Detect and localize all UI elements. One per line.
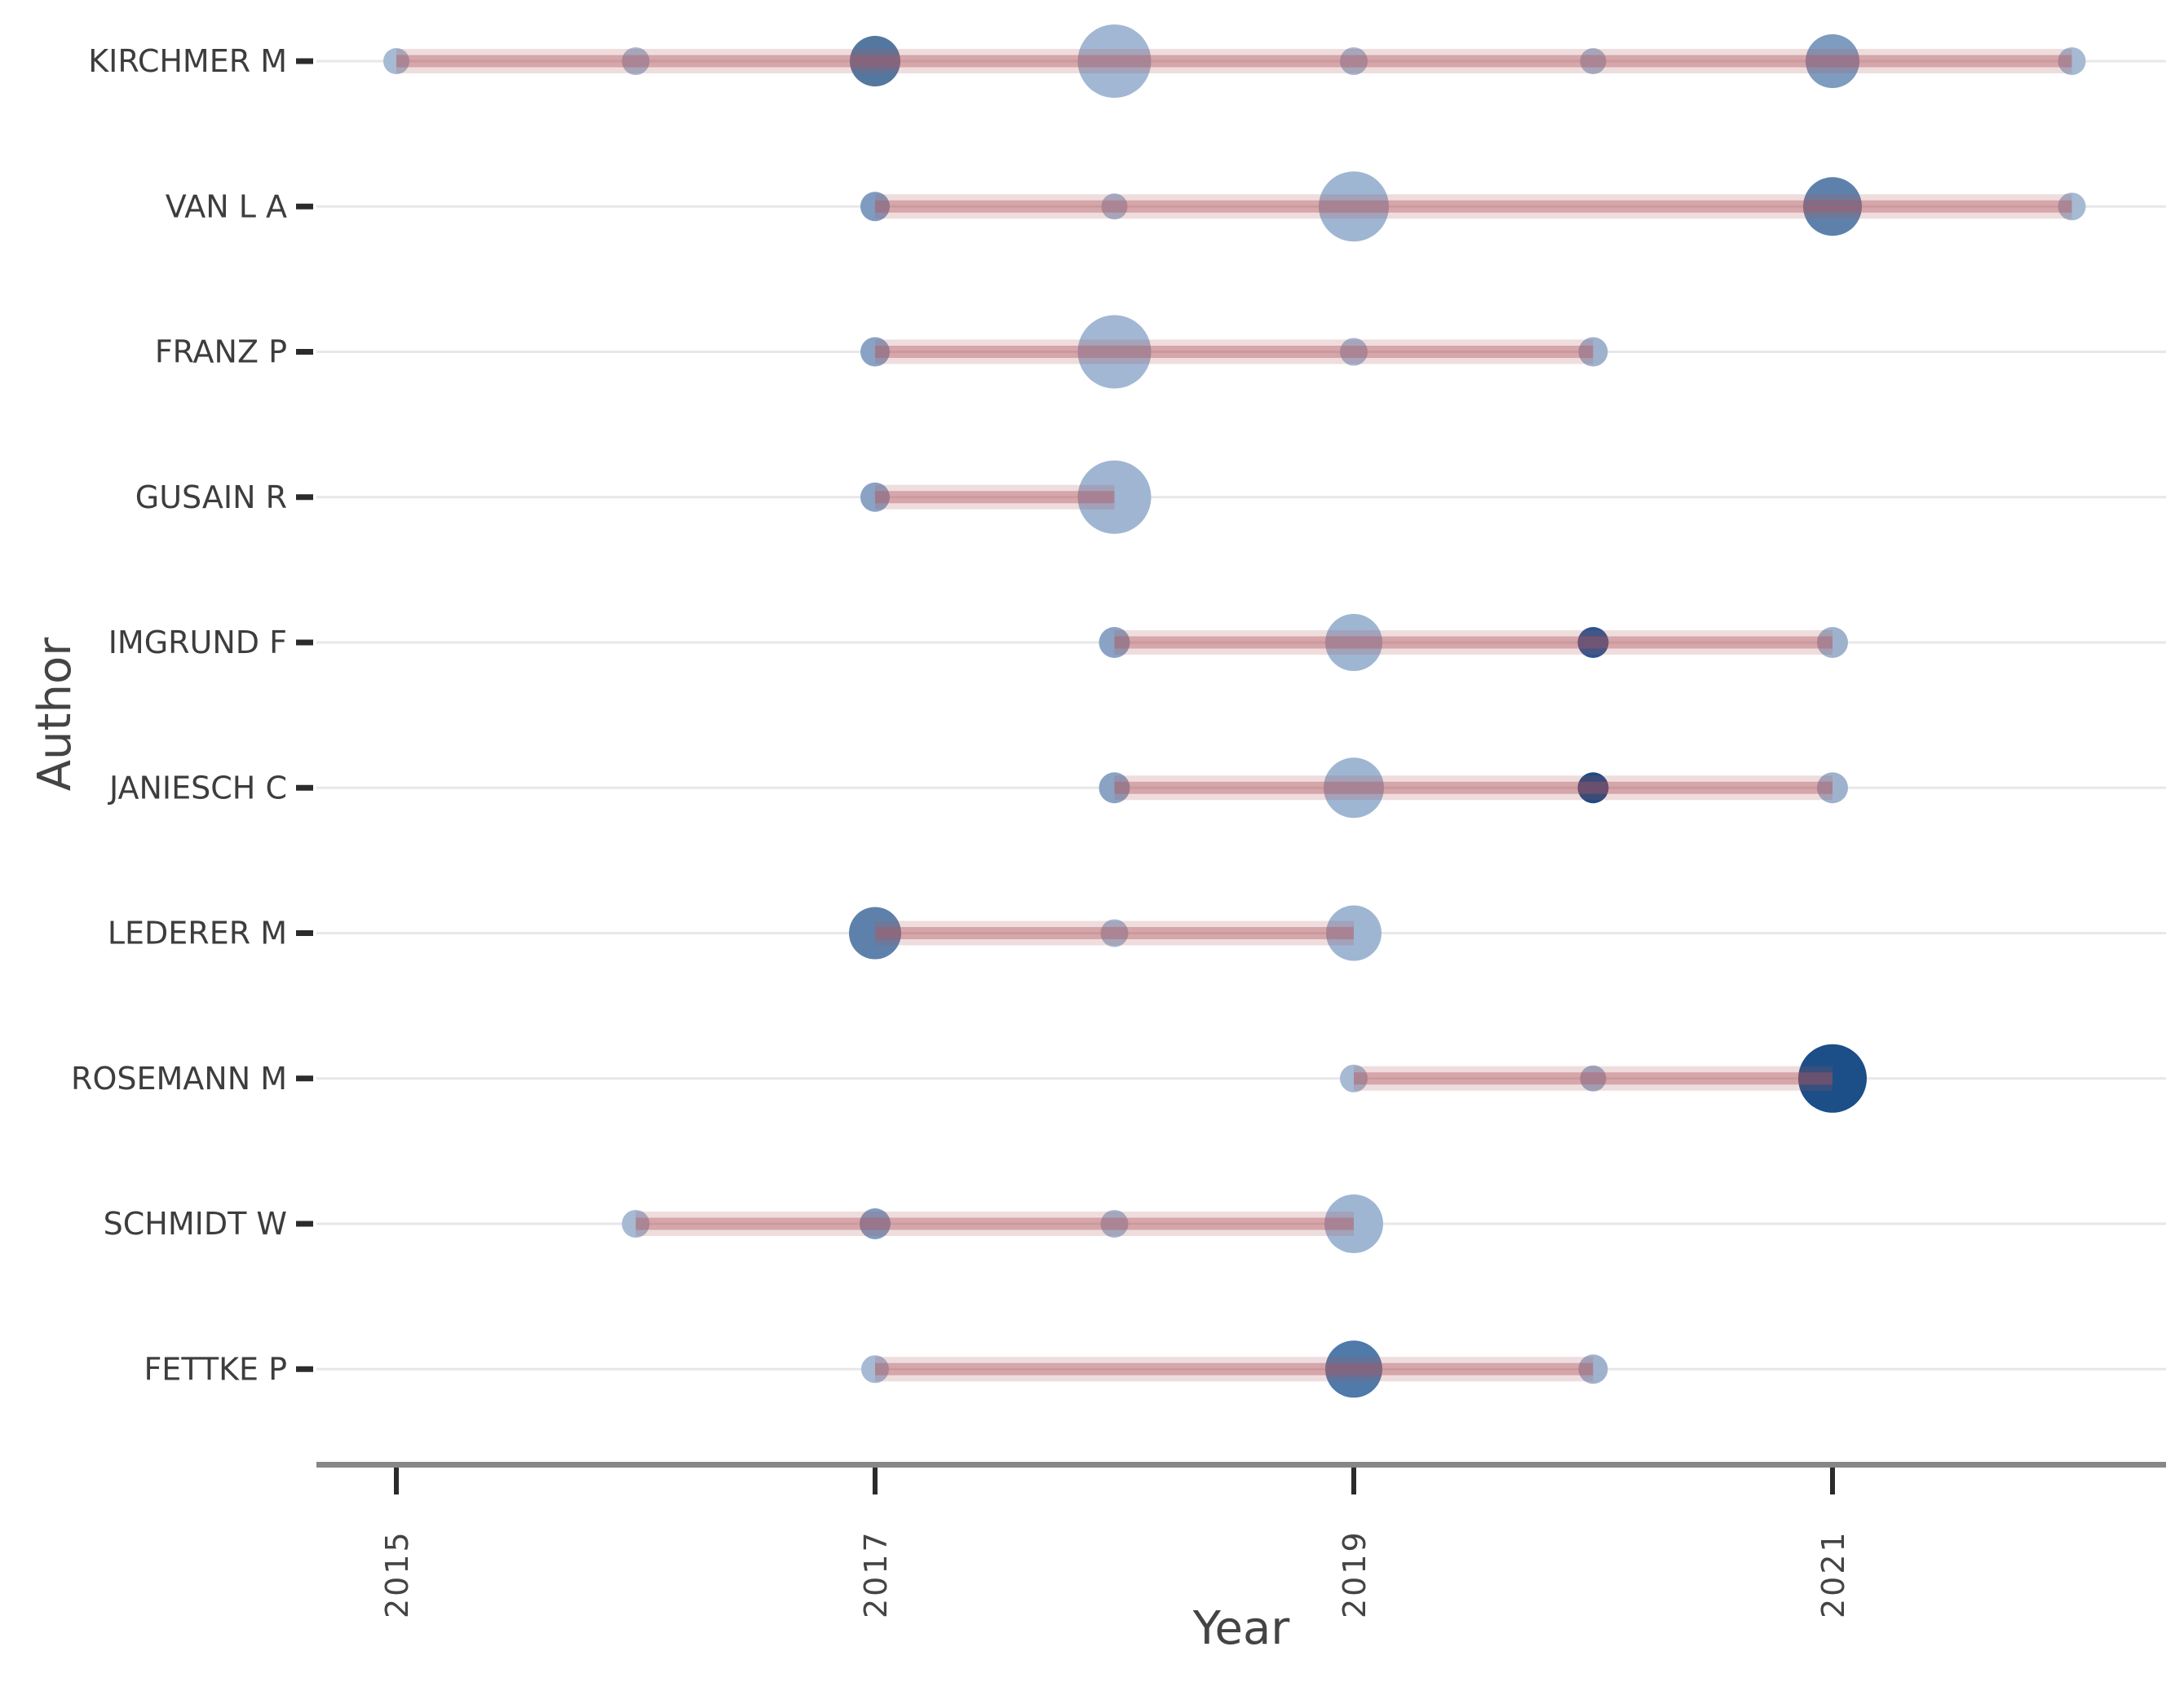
y-tick-mark xyxy=(296,1221,313,1227)
bubble-van-l-a-2018[interactable] xyxy=(1101,193,1128,220)
y-tick-mark xyxy=(296,349,313,355)
bubble-lederer-m-2019[interactable] xyxy=(1326,905,1382,961)
bubbles-layer xyxy=(383,24,2086,1398)
bubble-rosemann-m-2020[interactable] xyxy=(1580,1065,1607,1092)
bubble-kirchmer-m-2015[interactable] xyxy=(383,48,409,74)
bubble-kirchmer-m-2021[interactable] xyxy=(1806,34,1859,88)
y-tick-mark xyxy=(296,58,313,64)
x-tick-label: 2021 xyxy=(1815,1530,1851,1618)
bubble-rosemann-m-2021[interactable] xyxy=(1798,1044,1867,1113)
bubble-fettke-p-2019[interactable] xyxy=(1325,1340,1382,1398)
y-tick-mark xyxy=(296,639,313,646)
x-tick-mark xyxy=(394,1468,399,1494)
x-tick-mark xyxy=(873,1468,878,1494)
bubble-kirchmer-m-2016[interactable] xyxy=(621,47,650,75)
bubble-imgrund-f-2020[interactable] xyxy=(1577,627,1609,658)
author-label: SCHMIDT W xyxy=(104,1206,287,1242)
bubble-franz-p-2019[interactable] xyxy=(1340,338,1368,366)
bubble-janiesch-c-2021[interactable] xyxy=(1817,772,1848,804)
bubble-schmidt-w-2019[interactable] xyxy=(1324,1194,1383,1253)
y-tick-mark xyxy=(296,930,313,936)
x-axis-labels: 2015 2017 2019 2021 xyxy=(379,1530,1851,1618)
author-label: JANIESCH C xyxy=(108,770,287,806)
author-label: FETTKE P xyxy=(144,1351,287,1387)
author-label: VAN L A xyxy=(166,188,287,224)
bubble-janiesch-c-2020[interactable] xyxy=(1577,772,1609,804)
bubble-imgrund-f-2018[interactable] xyxy=(1099,627,1130,658)
x-tick-label: 2017 xyxy=(858,1530,894,1618)
bubble-rosemann-m-2019[interactable] xyxy=(1340,1064,1368,1093)
bubble-van-l-a-2022[interactable] xyxy=(2058,192,2086,221)
timespan-lines-layer xyxy=(396,49,2072,1382)
bubble-franz-p-2018[interactable] xyxy=(1077,315,1152,389)
bubble-imgrund-f-2019[interactable] xyxy=(1325,614,1382,671)
row-gridlines xyxy=(316,60,2166,1371)
y-tick-mark xyxy=(296,1075,313,1082)
bubble-kirchmer-m-2022[interactable] xyxy=(2058,47,2086,75)
bubble-janiesch-c-2019[interactable] xyxy=(1324,757,1384,819)
bubble-lederer-m-2018[interactable] xyxy=(1100,919,1129,947)
bubble-schmidt-w-2016[interactable] xyxy=(621,1210,650,1238)
y-tick-mark xyxy=(296,203,313,210)
y-axis-title: Author xyxy=(29,637,82,792)
bubble-imgrund-f-2021[interactable] xyxy=(1817,627,1848,658)
author-label: KIRCHMER M xyxy=(88,43,287,79)
x-tick-mark xyxy=(1351,1468,1356,1494)
bubble-gusain-r-2018[interactable] xyxy=(1077,460,1152,534)
x-ticks xyxy=(394,1468,1835,1494)
bubble-fettke-p-2017[interactable] xyxy=(861,1355,889,1384)
author-label: GUSAIN R xyxy=(135,479,287,515)
bubble-kirchmer-m-2019[interactable] xyxy=(1340,47,1368,75)
x-tick-mark xyxy=(1830,1468,1835,1494)
y-tick-mark xyxy=(296,784,313,791)
bubble-lederer-m-2017[interactable] xyxy=(849,907,901,960)
y-tick-mark xyxy=(296,1366,313,1372)
bubble-janiesch-c-2018[interactable] xyxy=(1099,772,1130,804)
author-label: ROSEMANN M xyxy=(71,1061,287,1097)
y-tick-mark xyxy=(296,494,313,501)
bubble-kirchmer-m-2018[interactable] xyxy=(1077,24,1152,98)
x-tick-label: 2015 xyxy=(379,1530,415,1618)
author-label: IMGRUND F xyxy=(108,625,287,660)
bubble-franz-p-2017[interactable] xyxy=(860,337,890,367)
x-tick-label: 2019 xyxy=(1337,1530,1373,1618)
author-label: LEDERER M xyxy=(108,916,287,951)
bubble-gusain-r-2017[interactable] xyxy=(860,482,890,512)
bubble-van-l-a-2019[interactable] xyxy=(1319,171,1389,242)
x-axis-line xyxy=(316,1462,2166,1468)
bubble-kirchmer-m-2017[interactable] xyxy=(850,36,900,86)
bubble-kirchmer-m-2020[interactable] xyxy=(1580,48,1607,74)
bubble-fettke-p-2020[interactable] xyxy=(1578,1354,1608,1384)
bubble-van-l-a-2021[interactable] xyxy=(1803,177,1862,236)
author-label: FRANZ P xyxy=(155,334,287,370)
bubble-schmidt-w-2017[interactable] xyxy=(860,1208,891,1239)
x-axis-title: Year xyxy=(1192,1602,1291,1655)
bubble-van-l-a-2017[interactable] xyxy=(860,192,890,222)
y-ticks xyxy=(296,58,313,1372)
bubble-franz-p-2020[interactable] xyxy=(1578,337,1608,367)
bubble-schmidt-w-2018[interactable] xyxy=(1100,1210,1129,1238)
y-axis-labels: KIRCHMER M VAN L A FRANZ P GUSAIN R IMGRUND … xyxy=(71,43,287,1387)
axes-layer: KIRCHMER M VAN L A FRANZ P GUSAIN R IMGRUND … xyxy=(71,43,2166,1618)
